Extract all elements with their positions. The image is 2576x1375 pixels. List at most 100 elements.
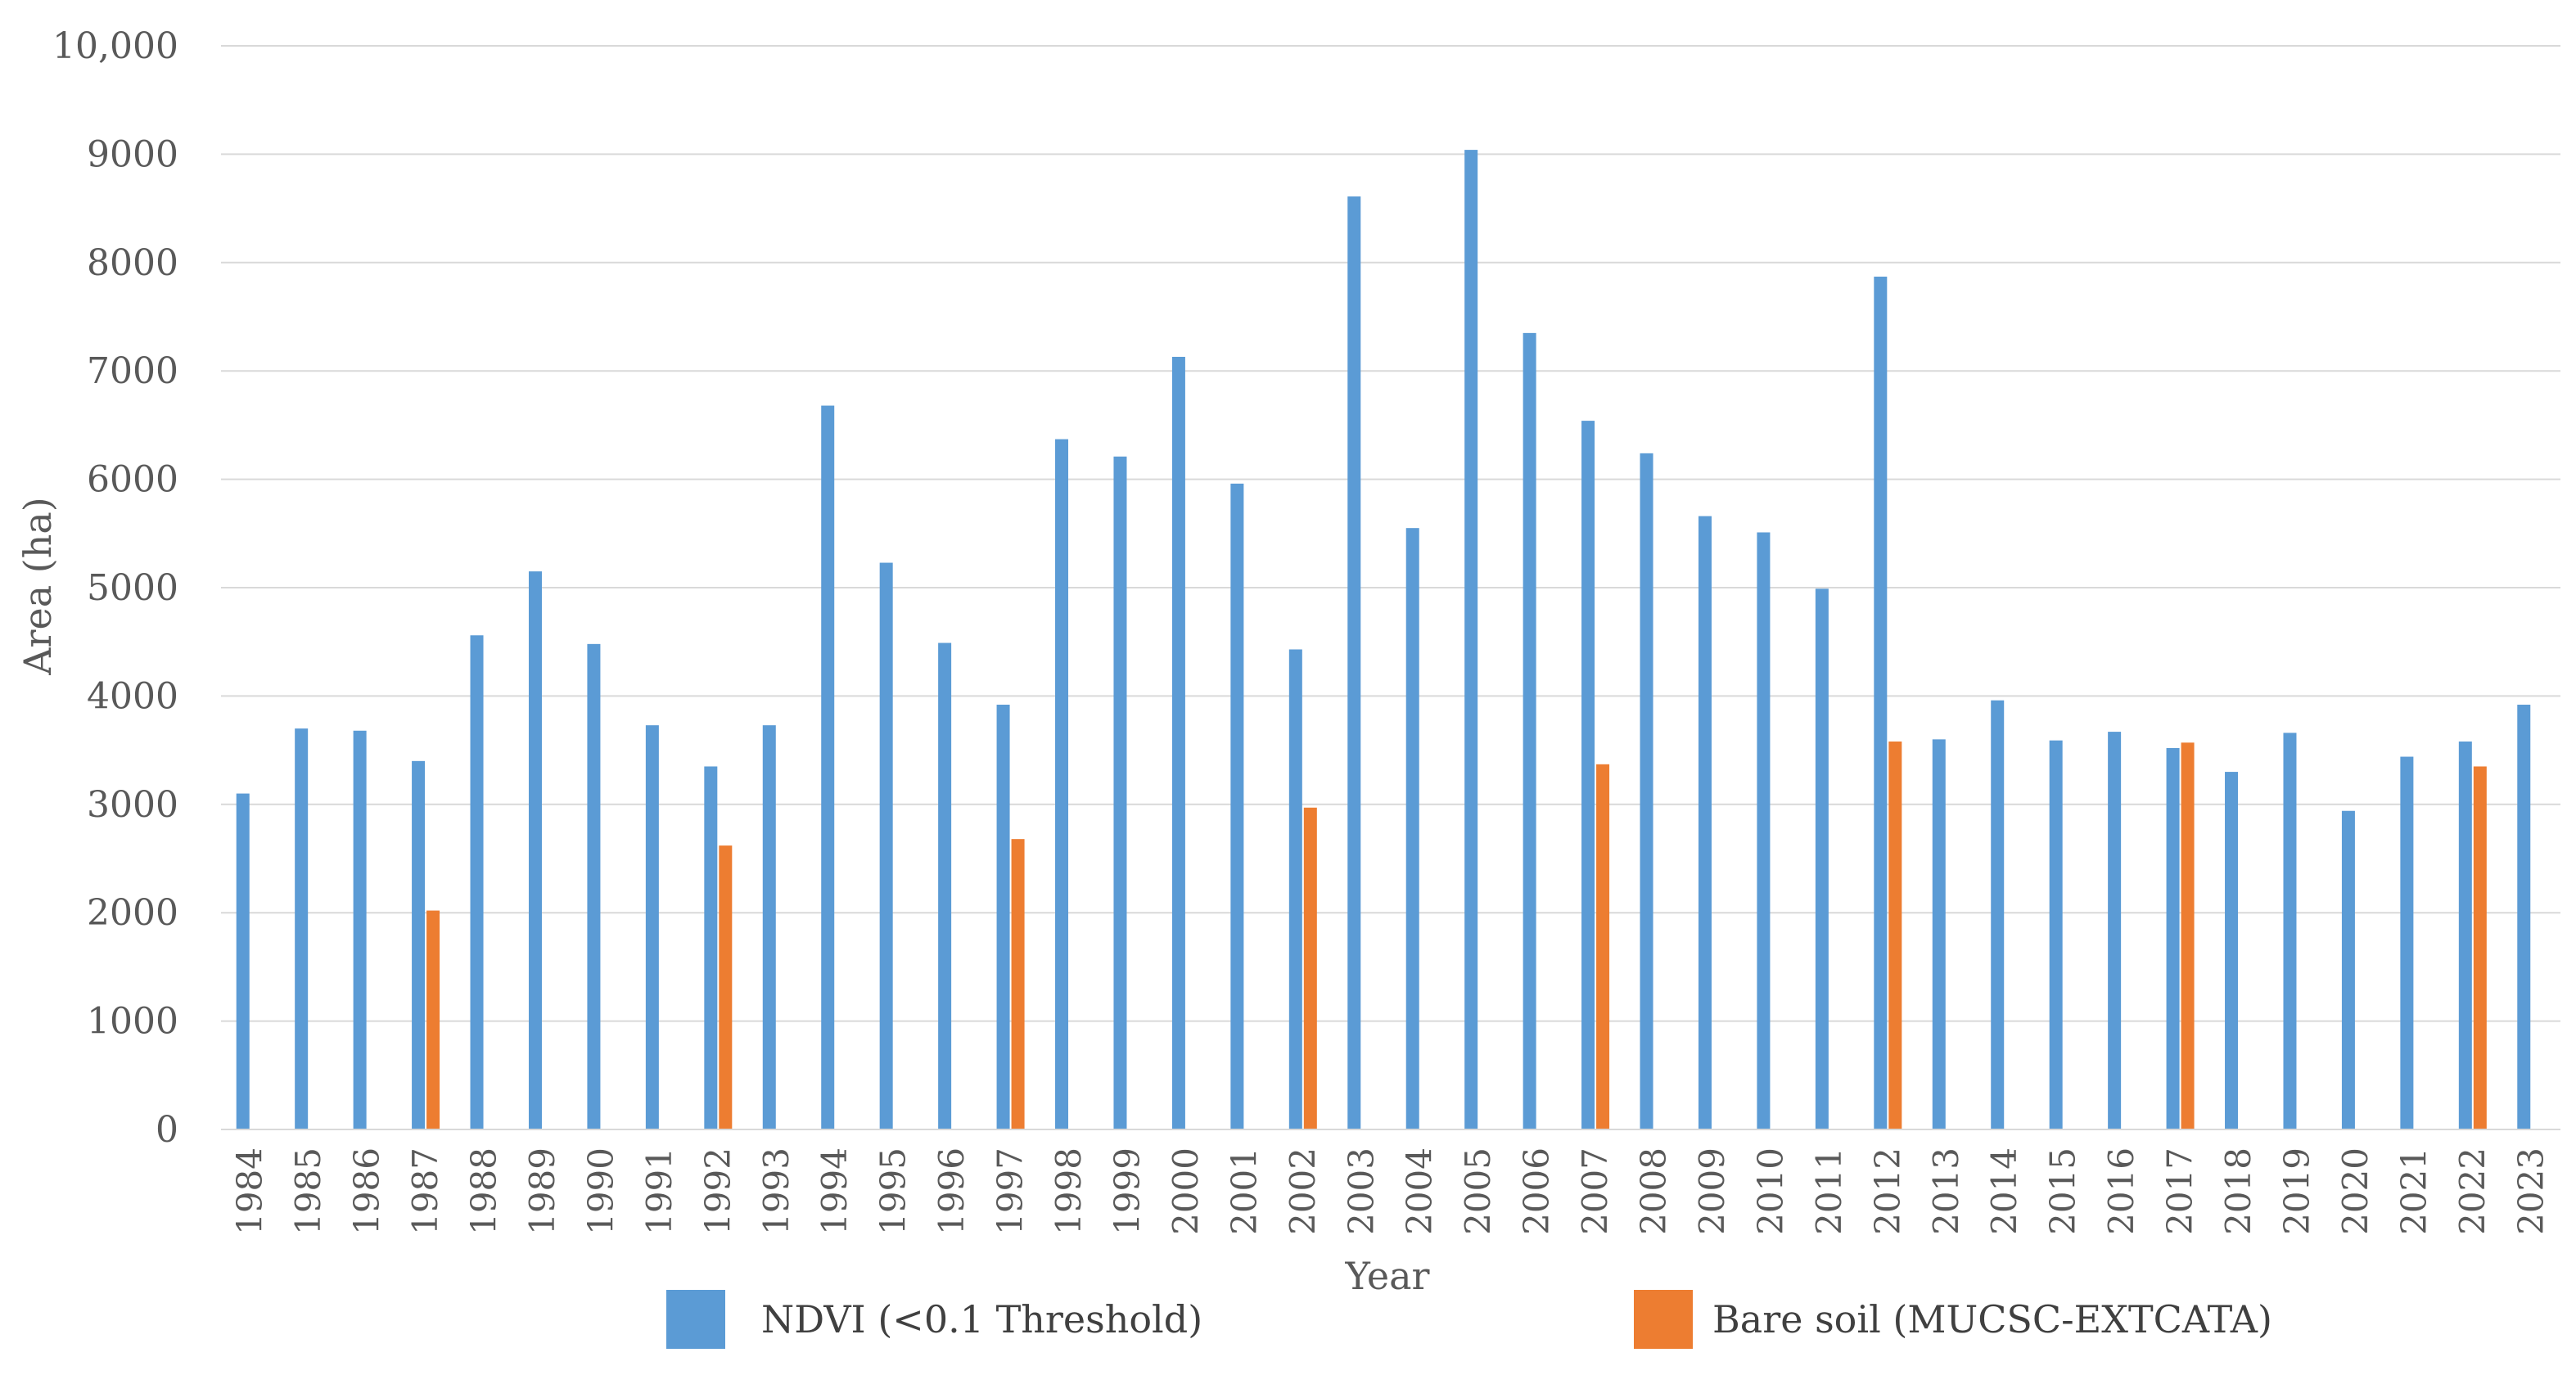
y-tick-label: 2000 [87,892,178,934]
x-tick-label: 2001 [1224,1147,1264,1235]
y-tick-label: 1000 [87,1001,178,1043]
legend-swatch-bare-soil [1634,1290,1693,1349]
x-tick-label: 2020 [2335,1147,2375,1235]
bar-bare-soil [719,845,733,1129]
bar-ndvi [704,766,718,1129]
bar-ndvi [1055,439,1069,1129]
bar-bare-soil [2181,742,2195,1129]
bar-ndvi [1405,528,1419,1129]
x-tick-label: 2019 [2276,1147,2317,1235]
bar-ndvi [1757,532,1771,1129]
x-tick-label: 1993 [756,1147,796,1235]
x-tick-label: 2018 [2218,1147,2258,1235]
bar-ndvi [353,730,367,1129]
legend: NDVI (<0.1 Threshold) Bare soil (MUCSC-E… [666,1290,2272,1349]
x-tick-label: 1996 [932,1147,972,1235]
x-tick-label: 2016 [2101,1147,2141,1235]
x-tick-label: 2014 [1984,1147,2024,1235]
bar-ndvi [1523,332,1536,1129]
x-tick-label: 1994 [814,1147,855,1235]
y-tick-label: 3000 [87,784,178,826]
x-tick-label: 2005 [1458,1147,1498,1235]
bar-ndvi [587,643,601,1129]
y-tick-label: 6000 [87,459,178,501]
x-tick-label: 1985 [288,1147,328,1235]
bar-ndvi [1815,588,1829,1129]
x-tick-label: 1989 [522,1147,562,1235]
bar-ndvi [1698,516,1712,1129]
x-tick-label: 2011 [1809,1147,1849,1235]
x-tick-label: 2008 [1634,1147,1674,1235]
bar-ndvi [1464,150,1478,1129]
bar-ndvi [2458,742,2472,1129]
x-tick-label: 2003 [1341,1147,1381,1235]
x-tick-label: 1991 [639,1147,679,1235]
bar-ndvi [412,760,426,1129]
bar-ndvi [2108,732,2122,1129]
legend-label-bare-soil: Bare soil (MUCSC-EXTCATA) [1712,1297,2272,1341]
bar-ndvi [2400,756,2414,1129]
y-tick-label: 5000 [87,567,178,609]
x-axis-title: Year [1344,1254,1429,1298]
bar-ndvi [821,405,835,1129]
bar-ndvi [1874,277,1888,1130]
x-tick-label: 1986 [347,1147,387,1235]
x-tick-label: 2017 [2160,1147,2200,1235]
bar-ndvi [1230,483,1244,1129]
x-tick-label: 2009 [1692,1147,1732,1235]
bar-ndvi [2049,740,2063,1129]
x-axis-ticks: 1984 1985 1986 1987 1988 1989 1990 1991 1992 1993… [230,1147,2551,1235]
bar-ndvi [1991,700,2005,1129]
x-tick-label: 2023 [2511,1147,2551,1235]
x-tick-label: 1987 [405,1147,445,1235]
bar-bare-soil [1303,807,1317,1129]
bar-ndvi [1640,453,1653,1129]
x-tick-label: 2006 [1517,1147,1557,1235]
y-tick-label: 8000 [87,242,178,284]
x-tick-label: 1990 [580,1147,620,1235]
bar-ndvi [2283,733,2297,1129]
bar-ndvi [1932,739,1946,1129]
x-tick-label: 2012 [1867,1147,1907,1235]
x-tick-label: 1999 [1107,1147,1147,1235]
bar-bare-soil [1888,742,1902,1129]
bar-ndvi [470,635,484,1129]
bar-ndvi [1113,456,1127,1129]
bar-ndvi [2166,747,2180,1129]
x-tick-label: 1992 [697,1147,738,1235]
y-axis-ticks: 0 1000 2000 3000 4000 5000 6000 7000 8000 9000 10,… [52,25,178,1151]
x-tick-label: 2004 [1400,1147,1440,1235]
x-tick-label: 1988 [464,1147,504,1235]
bar-ndvi [236,793,250,1129]
y-tick-label: 4000 [87,675,178,717]
x-tick-label: 1997 [990,1147,1031,1235]
legend-swatch-ndvi [666,1290,725,1349]
bar-bare-soil [1011,839,1025,1129]
bars [236,150,2531,1130]
y-tick-label: 10,000 [52,25,178,67]
bar-bare-soil [2473,766,2487,1129]
x-tick-label: 2022 [2452,1147,2493,1235]
x-tick-label: 2000 [1166,1147,1206,1235]
bar-ndvi [1171,356,1185,1129]
y-tick-label: 7000 [87,350,178,392]
bar-ndvi [1347,196,1361,1129]
x-tick-label: 2007 [1575,1147,1615,1235]
x-tick-label: 2015 [2043,1147,2083,1235]
bar-ndvi [879,562,893,1129]
bar-ndvi [2517,704,2531,1129]
bar-ndvi [295,728,309,1129]
legend-label-ndvi: NDVI (<0.1 Threshold) [761,1297,1202,1341]
bar-ndvi [938,642,952,1129]
y-tick-label: 0 [156,1109,178,1151]
x-tick-label: 1995 [873,1147,914,1235]
y-tick-label: 9000 [87,133,178,175]
bar-bare-soil [1596,764,1610,1129]
x-tick-label: 1998 [1049,1147,1089,1235]
bar-ndvi [2225,772,2239,1129]
bar-ndvi [996,704,1010,1129]
bar-ndvi [762,725,776,1129]
bar-ndvi [528,571,542,1129]
gridlines [221,45,2560,1022]
